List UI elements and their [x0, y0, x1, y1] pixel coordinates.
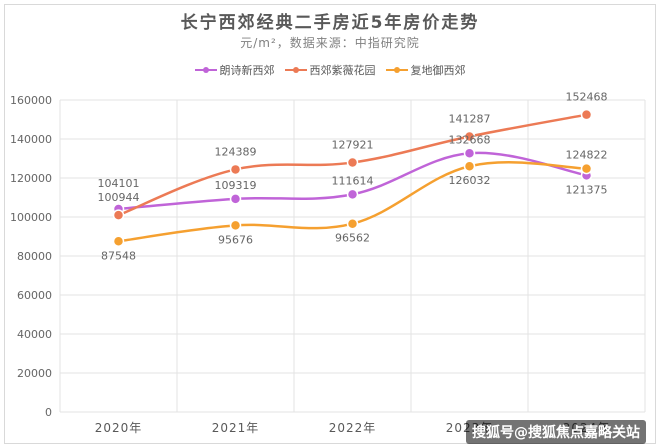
y-tick-label-6: 120000 — [10, 172, 52, 185]
data-label-s0-4: 121375 — [566, 183, 608, 196]
chart-subtitle: 元/m²，数据来源：中指研究院 — [240, 36, 420, 50]
data-label-s2-4: 124822 — [566, 149, 608, 162]
x-tick-label-2: 2022年 — [329, 421, 377, 435]
watermark: 搜狐号@搜狐焦点嘉略关站 — [466, 420, 646, 444]
y-tick-label-3: 60000 — [17, 289, 52, 302]
legend-item-series-1: 西郊紫薇花园 — [284, 62, 376, 78]
data-label-s1-2: 127921 — [332, 139, 374, 152]
data-label-s0-0: 104101 — [98, 177, 140, 190]
chart-frame — [4, 4, 656, 444]
y-tick-label-2: 40000 — [17, 328, 52, 341]
data-label-s1-4: 152468 — [566, 91, 608, 104]
y-tick-label-8: 160000 — [10, 94, 52, 107]
legend-item-series-2: 复地御西郊 — [385, 62, 466, 78]
data-point-s1-3 — [463, 130, 476, 143]
y-tick-label-7: 140000 — [10, 133, 52, 146]
data-label-s0-2: 111614 — [332, 174, 374, 187]
data-point-s1-2 — [346, 156, 359, 169]
x-tick-label-1: 2021年 — [212, 421, 260, 435]
x-tick-label-0: 2020年 — [95, 421, 143, 435]
y-tick-label-4: 80000 — [17, 250, 52, 263]
data-point-s2-1 — [229, 219, 242, 232]
data-point-s2-4 — [580, 162, 593, 175]
legend-swatch-1 — [284, 65, 307, 75]
legend-swatch-2 — [385, 65, 408, 75]
legend-label-0: 朗诗新西郊 — [219, 64, 275, 77]
data-label-s2-1: 95676 — [218, 233, 253, 246]
data-point-s1-0 — [112, 209, 125, 221]
chart-legend: 朗诗新西郊 西郊紫薇花园 复地御西郊 — [0, 62, 660, 78]
chart-title: 长宁西郊经典二手房近5年房价走势 — [180, 13, 480, 33]
y-tick-label-1: 20000 — [17, 367, 52, 380]
data-label-s2-3: 126032 — [449, 174, 491, 187]
y-tick-label-5: 100000 — [10, 211, 52, 224]
data-label-s2-2: 96562 — [335, 232, 370, 245]
data-point-s2-3 — [463, 160, 476, 172]
data-point-s1-4 — [580, 108, 593, 121]
data-point-s2-0 — [112, 235, 125, 248]
data-label-s0-1: 109319 — [215, 179, 257, 192]
legend-label-2: 复地御西郊 — [410, 64, 466, 77]
data-label-s0-3: 132668 — [449, 133, 491, 146]
data-point-s0-1 — [229, 193, 242, 205]
legend-label-1: 西郊紫薇花园 — [309, 64, 376, 77]
data-point-s0-3 — [463, 147, 476, 160]
legend-item-series-0: 朗诗新西郊 — [194, 62, 275, 78]
data-label-s1-0: 100944 — [98, 191, 140, 204]
data-point-s1-1 — [229, 163, 242, 176]
data-label-s2-0: 87548 — [101, 249, 136, 262]
data-point-s2-2 — [346, 217, 359, 230]
data-label-s1-3: 141287 — [449, 112, 491, 125]
legend-swatch-0 — [194, 65, 217, 75]
y-tick-label-0: 0 — [45, 406, 52, 419]
data-point-s0-2 — [346, 188, 359, 201]
data-label-s1-1: 124389 — [215, 145, 257, 158]
